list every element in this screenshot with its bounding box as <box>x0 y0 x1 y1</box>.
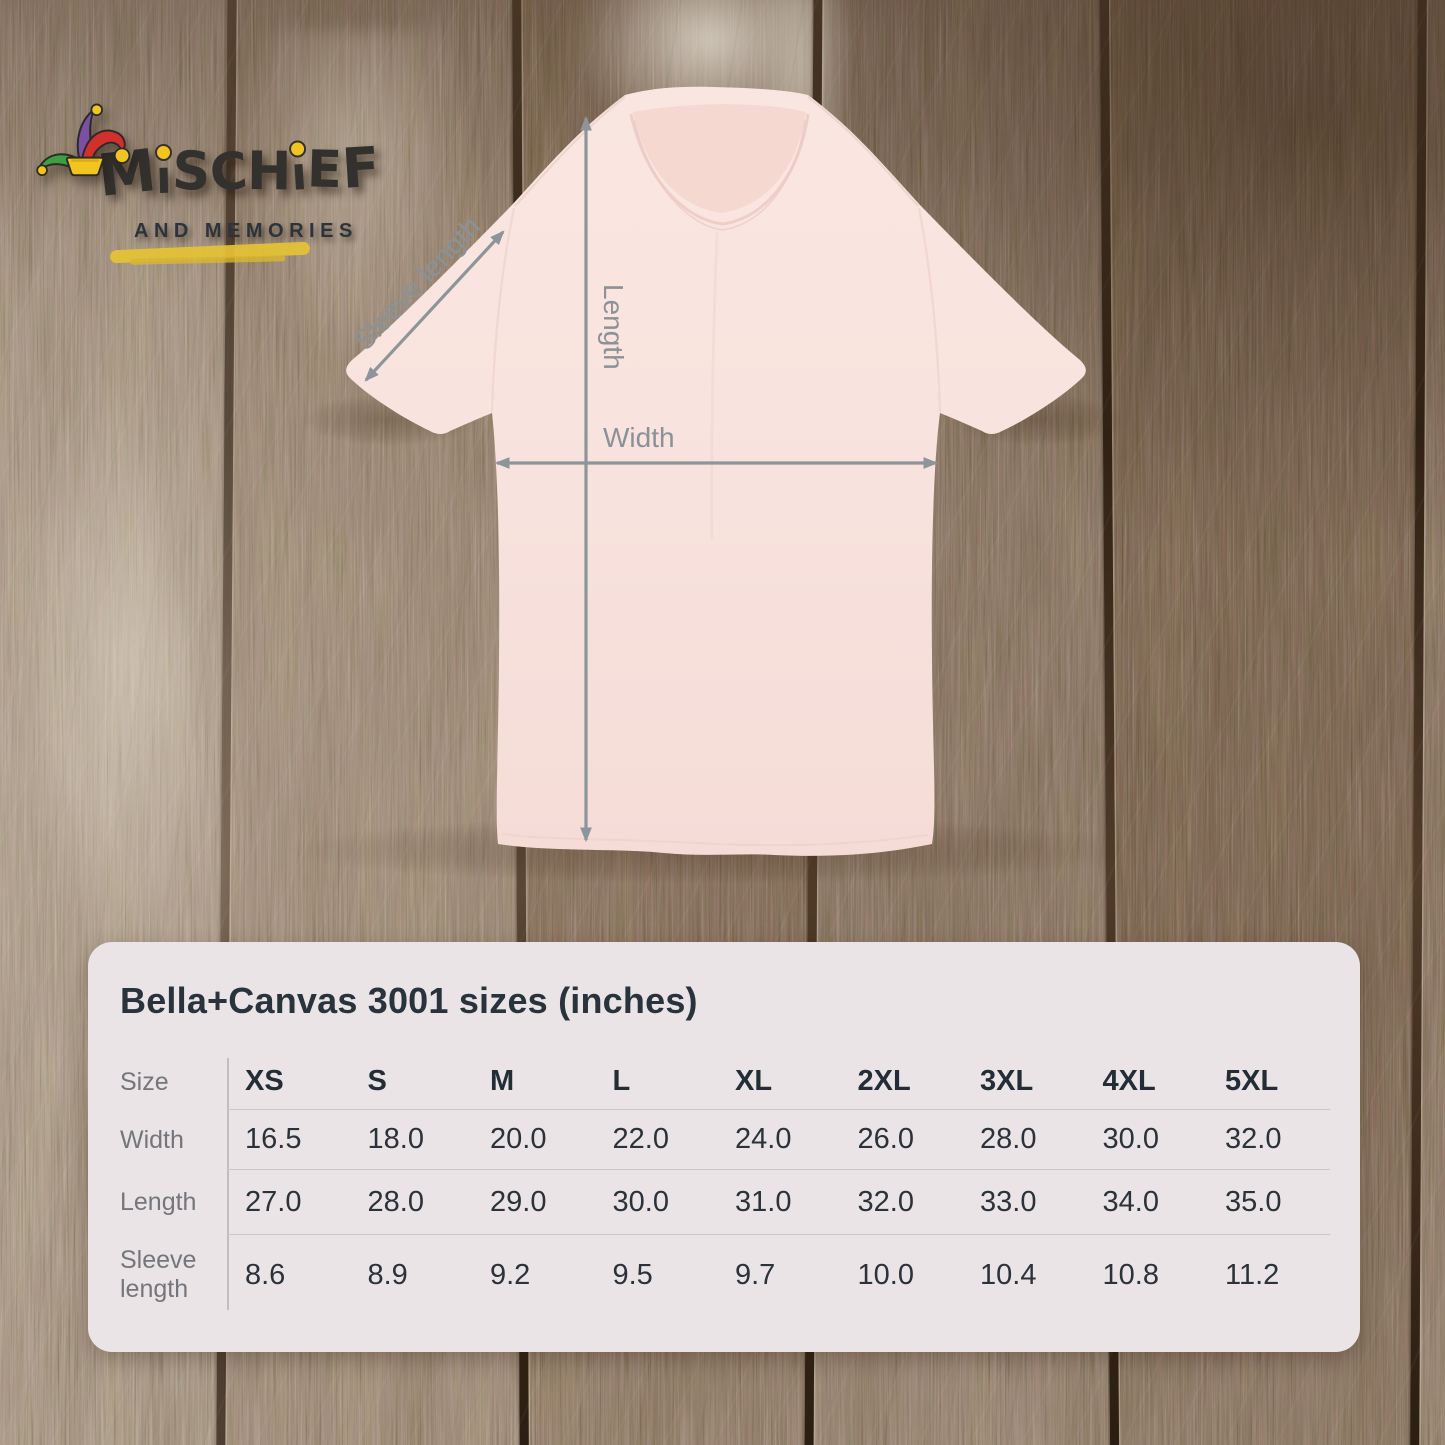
size-value: 9.7 <box>735 1258 776 1291</box>
size-value: 24.0 <box>717 1110 840 1170</box>
length-label: Length <box>598 284 629 370</box>
brand-letter: F <box>340 134 382 201</box>
size-value: 27.0 <box>227 1170 350 1235</box>
size-value: 31.0 <box>717 1170 840 1235</box>
brand-letter: S <box>170 139 212 203</box>
size-value: 10.8 <box>1102 1258 1159 1291</box>
size-chart-panel: Bella+Canvas 3001 sizes (inches) Size XS S… <box>88 942 1360 1352</box>
size-column-header: XL <box>717 1054 840 1110</box>
size-corner-label: Size <box>120 1067 169 1096</box>
shoulder-seam <box>514 96 626 207</box>
size-value: 10.4 <box>980 1258 1037 1291</box>
size-column-header: L <box>594 1054 717 1110</box>
size-column-header: XS <box>227 1054 350 1110</box>
size-value: 32.0 <box>839 1170 962 1235</box>
brand-letter: H <box>246 140 292 202</box>
size-value: 16.5 <box>227 1110 350 1170</box>
brand-letter: E <box>306 140 343 201</box>
width-label: Width <box>603 422 675 453</box>
size-value: 28.0 <box>349 1170 472 1235</box>
size-value: 33.0 <box>962 1170 1085 1235</box>
size-value: 28.0 <box>962 1110 1085 1170</box>
size-value: 26.0 <box>839 1110 962 1170</box>
size-value: 30.0 <box>1084 1110 1207 1170</box>
brand-letter: C <box>207 142 250 204</box>
brand-tagline: AND MEMORIES <box>134 220 358 242</box>
armhole-seam <box>917 207 942 413</box>
size-value: 29.0 <box>472 1170 595 1235</box>
size-value: 8.9 <box>367 1258 408 1291</box>
size-value: 22.0 <box>594 1110 717 1170</box>
row-label: Length <box>120 1188 197 1217</box>
center-crease <box>710 231 719 541</box>
neck-opening <box>633 104 806 213</box>
row-label: Sleeve length <box>120 1246 197 1303</box>
size-column-header: 4XL <box>1084 1054 1207 1110</box>
brand-underline-stroke <box>109 241 311 264</box>
size-column-header: 5XL <box>1207 1054 1330 1110</box>
size-value: 35.0 <box>1207 1170 1330 1235</box>
size-value: 32.0 <box>1207 1110 1330 1170</box>
size-value: 8.6 <box>245 1258 286 1291</box>
size-value: 18.0 <box>349 1110 472 1170</box>
jester-hat-icon <box>36 103 131 177</box>
size-value: 30.0 <box>594 1170 717 1235</box>
size-value: 20.0 <box>472 1110 595 1170</box>
size-column-header: M <box>472 1054 595 1110</box>
brand-letter: ı <box>155 149 173 204</box>
size-value: 9.2 <box>490 1258 531 1291</box>
size-value: 10.0 <box>857 1258 914 1291</box>
hem-stitch <box>501 833 929 847</box>
size-column-header: 3XL <box>962 1054 1085 1110</box>
collar-stitch <box>633 119 806 231</box>
size-chart-title: Bella+Canvas 3001 sizes (inches) <box>120 980 698 1021</box>
row-label: Width <box>120 1125 184 1154</box>
shoulder-seam <box>807 96 919 207</box>
size-column-header: S <box>349 1054 472 1110</box>
table-separator-line <box>227 1058 229 1310</box>
size-value: 9.5 <box>612 1258 653 1291</box>
size-value: 34.0 <box>1084 1170 1207 1235</box>
sleeve-length-arrow <box>364 230 505 382</box>
size-table: Size XS S M L XL 2XL 3XL 4XL 5XL Width 16.5 18.0 20.0… <box>120 1054 1330 1315</box>
size-column-header: 2XL <box>839 1054 962 1110</box>
size-value: 11.2 <box>1225 1258 1280 1291</box>
tshirt-body <box>346 86 1086 856</box>
wood-highlight <box>20 380 230 940</box>
